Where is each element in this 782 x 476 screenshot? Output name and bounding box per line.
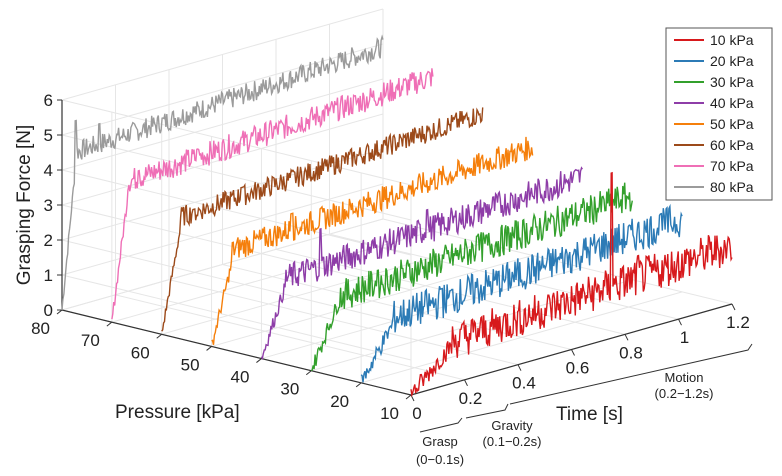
phase-range: (0.1−0.2s) bbox=[483, 434, 542, 449]
phase-name: Gravity bbox=[491, 418, 533, 433]
phase-range: (0.2−1.2s) bbox=[655, 386, 714, 401]
y-tick-mark bbox=[305, 370, 312, 376]
y-tick-label: 30 bbox=[280, 380, 299, 399]
x-axis-title: Time [s] bbox=[556, 404, 623, 425]
phase-bracket-motion bbox=[509, 343, 753, 405]
series-line-30kpa bbox=[310, 182, 633, 372]
x-tick-label: 1 bbox=[680, 328, 689, 347]
x-tick-mark bbox=[517, 364, 522, 371]
grid-line bbox=[361, 291, 683, 384]
grid-line bbox=[222, 264, 572, 350]
x-tick-label: 1.2 bbox=[726, 313, 750, 332]
grid-line bbox=[61, 204, 412, 291]
z-tick-label: 3 bbox=[44, 196, 53, 215]
legend-label: 70 kPa bbox=[710, 158, 754, 174]
series-line-20kpa bbox=[360, 203, 683, 383]
x-tick-mark bbox=[678, 318, 682, 326]
x-tick-label: 0.6 bbox=[566, 359, 590, 378]
x-tick-mark bbox=[731, 303, 736, 311]
grid-line bbox=[115, 294, 465, 381]
phase-bracket-gravity bbox=[465, 403, 509, 419]
grid-line bbox=[61, 113, 384, 206]
phase-bracket-grasp bbox=[419, 417, 463, 433]
x-tick-label: 0 bbox=[412, 404, 421, 423]
y-tick-mark bbox=[256, 358, 262, 363]
z-tick-label: 4 bbox=[44, 161, 53, 180]
phase-annotations: Grasp (0−0.1s) Gravity(0.1−0.2s) Motion(0.2… bbox=[416, 343, 753, 467]
legend-label: 80 kPa bbox=[710, 179, 754, 195]
z-tick-label: 5 bbox=[44, 126, 53, 145]
y-tick-mark bbox=[405, 394, 412, 400]
phase-name: Motion bbox=[664, 370, 703, 385]
series-line-80kpa bbox=[61, 34, 384, 311]
legend-label: 40 kPa bbox=[710, 95, 754, 111]
grid-line bbox=[61, 274, 412, 361]
y-tick-label: 60 bbox=[131, 343, 150, 362]
x-tick-label: 0.4 bbox=[512, 374, 536, 393]
grid-line bbox=[161, 242, 483, 335]
z-tick-label: 6 bbox=[44, 91, 53, 110]
legend-label: 60 kPa bbox=[710, 137, 754, 153]
y-tick-label: 80 bbox=[31, 319, 50, 338]
y-tick-label: 20 bbox=[330, 392, 349, 411]
y-tick-mark bbox=[56, 309, 63, 315]
y-tick-label: 50 bbox=[181, 355, 200, 374]
series-layer bbox=[61, 34, 733, 398]
grid-line bbox=[61, 8, 384, 101]
grid-line bbox=[61, 169, 412, 256]
phase-name: Grasp bbox=[422, 434, 457, 449]
y-tick-label: 10 bbox=[380, 404, 399, 423]
grid-line bbox=[61, 78, 384, 171]
series-line-40kpa bbox=[260, 166, 583, 361]
grid-line bbox=[61, 183, 384, 276]
y-tick-mark bbox=[355, 382, 362, 388]
x-tick-mark bbox=[624, 334, 629, 341]
legend-label: 50 kPa bbox=[710, 116, 754, 132]
y-tick-label: 70 bbox=[81, 331, 100, 350]
series-line-10kpa bbox=[410, 171, 733, 398]
x-tick-label: 0.2 bbox=[459, 389, 483, 408]
y-tick-mark bbox=[156, 333, 163, 339]
z-axis-title: Grasping Force [N] bbox=[14, 125, 35, 286]
legend-box bbox=[665, 27, 773, 201]
series-line-50kpa bbox=[211, 136, 534, 345]
x-tick-mark bbox=[571, 349, 575, 356]
z-tick-label: 2 bbox=[44, 231, 53, 250]
pressure-axis-line bbox=[61, 309, 412, 396]
grid-line bbox=[61, 99, 412, 186]
y-axis-title: Pressure [kPa] bbox=[115, 402, 240, 423]
phase-range: (0−0.1s) bbox=[416, 452, 464, 467]
series-line-70kpa bbox=[111, 68, 434, 320]
x-tick-label: 0.8 bbox=[619, 343, 643, 362]
grid-line bbox=[168, 279, 519, 366]
z-tick-label: 0 bbox=[44, 301, 53, 320]
x-tick-mark bbox=[464, 379, 468, 387]
legend: 10 kPa 20 kPa 30 kPa 40 kPa 50 kPa 60 kPa 70 k… bbox=[665, 27, 773, 201]
legend-label: 30 kPa bbox=[710, 74, 754, 90]
legend-label: 20 kPa bbox=[710, 53, 754, 69]
y-tick-mark bbox=[106, 321, 113, 327]
series-line-60kpa bbox=[161, 107, 484, 332]
z-tick-label: 1 bbox=[44, 266, 53, 285]
grid-line bbox=[211, 254, 533, 347]
legend-label: 10 kPa bbox=[710, 32, 754, 48]
y-tick-label: 40 bbox=[231, 368, 250, 387]
y-tick-mark bbox=[206, 346, 212, 351]
